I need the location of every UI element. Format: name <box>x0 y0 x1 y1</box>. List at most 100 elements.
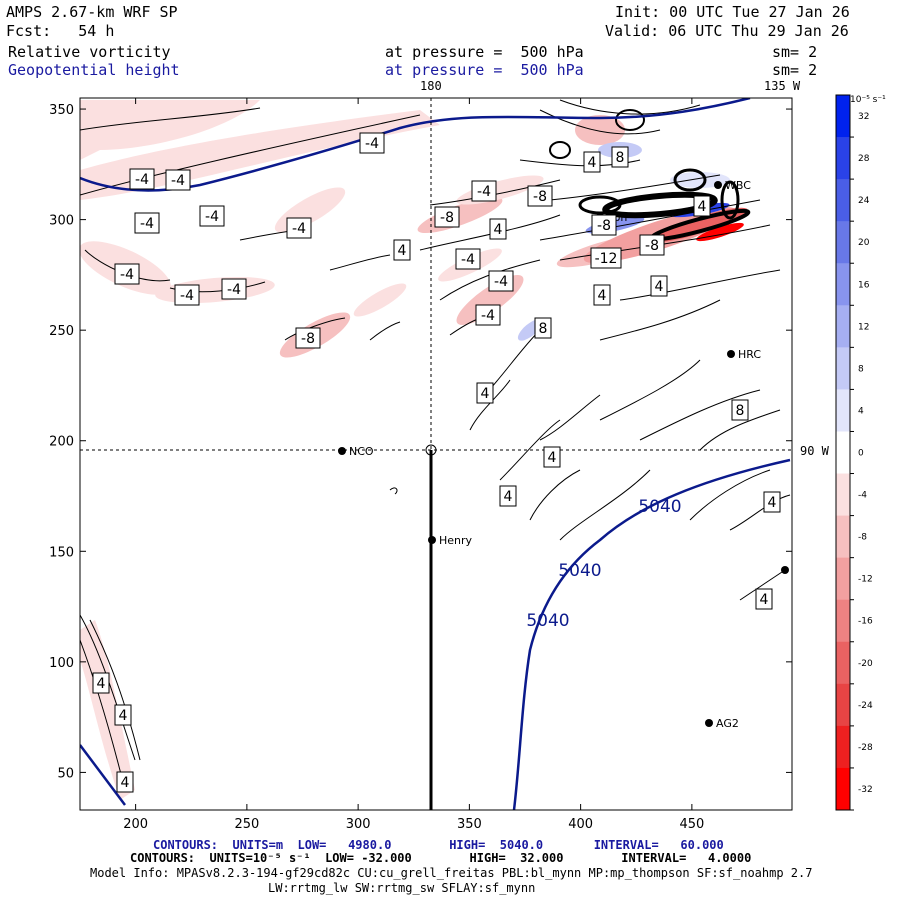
vorticity-label: 4 <box>598 288 607 304</box>
colorbar-tick-label: -4 <box>858 491 867 501</box>
field2-level: at pressure = 500 hPa <box>385 61 584 79</box>
field2-name: Geopotential height <box>8 61 180 79</box>
vorticity-label: 4 <box>121 775 130 791</box>
vorticity-labels-layer: -4 -4 -4 -4 -4 -4 -4 -4 -4 -4 -8 -4 -4 4 -8 4 -4 -8 8 4 8 4 -8… <box>92 132 781 793</box>
lon-label-180: 180 <box>420 79 442 93</box>
x-tick-label: 450 <box>679 817 704 832</box>
colorbar-tick-label: -24 <box>858 701 873 711</box>
footer-vorticity-contours: CONTOURS: UNITS=10⁻⁵ s⁻¹ LOW= -32.000 HI… <box>130 851 752 865</box>
station-marker <box>428 536 436 544</box>
vorticity-label: -4 <box>365 136 379 152</box>
vorticity-label-box <box>134 212 160 234</box>
station-label: Henry <box>439 534 473 547</box>
vorticity-label: -4 <box>171 173 185 189</box>
field2-smooth: sm= 2 <box>772 61 818 79</box>
vorticity-label: -4 <box>461 252 475 268</box>
station-marker <box>714 181 722 189</box>
colorbar-tick-label: -8 <box>858 533 867 543</box>
vorticity-label-box <box>165 169 191 191</box>
height-contour-label: 5040 <box>638 497 681 517</box>
colorbar-segment <box>836 389 850 432</box>
vorticity-label-box <box>199 205 225 227</box>
station-label: AG2 <box>716 717 739 730</box>
colorbar-segment <box>836 137 850 180</box>
vorticity-label: 4 <box>504 489 513 505</box>
model-title: AMPS 2.67-km WRF SP <box>6 3 178 21</box>
colorbar-segment <box>836 347 850 390</box>
vorticity-label-box <box>471 180 497 202</box>
vorticity-label-box <box>543 446 561 468</box>
colorbar-segment <box>836 767 850 811</box>
lon-label-90w: 90 W <box>800 444 829 458</box>
vorticity-label: 8 <box>616 150 625 166</box>
vorticity-label: -4 <box>227 282 241 298</box>
vorticity-label: -4 <box>135 172 149 188</box>
colorbar-tick-label: 24 <box>858 196 870 206</box>
vorticity-label: -4 <box>140 216 154 232</box>
vorticity-label: 8 <box>539 321 548 337</box>
colorbar-segment <box>836 515 850 559</box>
y-tick-label: 100 <box>49 656 74 671</box>
valid-time: Valid: 06 UTC Thu 29 Jan 26 <box>605 22 849 40</box>
x-tick-label: 300 <box>346 817 371 832</box>
y-tick-label: 300 <box>49 214 74 229</box>
station-label: NCO <box>349 445 374 458</box>
colorbar-segment <box>836 95 850 138</box>
forecast-hour: Fcst: 54 h <box>6 22 115 40</box>
station-marker <box>727 350 735 358</box>
vorticity-label-box <box>116 771 134 793</box>
vorticity-label: 4 <box>760 592 769 608</box>
colorbar-segment <box>836 683 850 727</box>
height-contour-label: 5040 <box>526 611 569 631</box>
x-tick-label: 400 <box>568 817 593 832</box>
field1-level: at pressure = 500 hPa <box>385 43 584 61</box>
vorticity-label: 4 <box>97 676 106 692</box>
vorticity-label-box <box>393 239 411 261</box>
colorbar-unit: 10⁻⁵ s⁻¹ <box>850 95 886 105</box>
y-tick-label: 250 <box>49 324 74 339</box>
vorticity-label-box <box>731 399 749 421</box>
vorticity-label: 4 <box>588 155 597 171</box>
footer-model-info-2: LW:rrtmg_lw SW:rrtmg_sw SFLAY:sf_mynn <box>268 881 536 895</box>
height-labels-layer: 5040 5040 5040 <box>526 497 681 631</box>
vorticity-label: -4 <box>494 274 508 290</box>
vorticity-label-box <box>693 195 711 217</box>
vorticity-label-box <box>583 151 601 173</box>
vorticity-label: 4 <box>119 708 128 724</box>
vorticity-label-box <box>286 217 312 239</box>
vorticity-label-box <box>534 317 552 339</box>
y-tick-label: 50 <box>57 766 74 781</box>
colorbar-tick-label: 8 <box>858 364 864 374</box>
x-tick-label: 200 <box>123 817 148 832</box>
vorticity-label-box <box>174 284 200 306</box>
field1-name: Relative vorticity <box>8 43 171 61</box>
vorticity-label-box <box>488 270 514 292</box>
station-label: WBC <box>725 179 751 192</box>
vorticity-label: -8 <box>533 189 547 205</box>
station-marker <box>338 447 346 455</box>
colorbar-tick-label: 28 <box>858 154 870 164</box>
colorbar-tick-label: -16 <box>858 617 873 627</box>
colorbar-segment <box>836 599 850 643</box>
vorticity-label-box <box>295 327 321 349</box>
footer-height-contours: CONTOURS: UNITS=m LOW= 4980.0 HIGH= 5040… <box>153 838 724 852</box>
axes: 200 250 300 350 400 450 350 300 250 200 150 100 50 <box>49 98 792 832</box>
vorticity-label-box <box>476 382 494 404</box>
colorbar-segment <box>836 725 850 769</box>
pole-marker <box>425 444 437 456</box>
vorticity-label: -4 <box>477 184 491 200</box>
vorticity-label: 4 <box>481 386 490 402</box>
colorbar-tick-label: 4 <box>858 406 864 416</box>
colorbar: 32 28 24 20 16 12 8 4 0 -4 -8 -12 -16 -20 -24 -28 -32 <box>835 94 873 811</box>
colorbar-segment <box>836 557 850 601</box>
colorbar-segment <box>836 431 850 475</box>
colorbar-frame <box>835 94 851 811</box>
vorticity-contours <box>80 99 791 791</box>
vorticity-label-box <box>611 146 629 168</box>
vorticity-label-box <box>434 206 460 228</box>
colorbar-segment <box>836 473 850 517</box>
vorticity-label-box <box>114 704 132 726</box>
colorbar-segment <box>836 305 850 348</box>
